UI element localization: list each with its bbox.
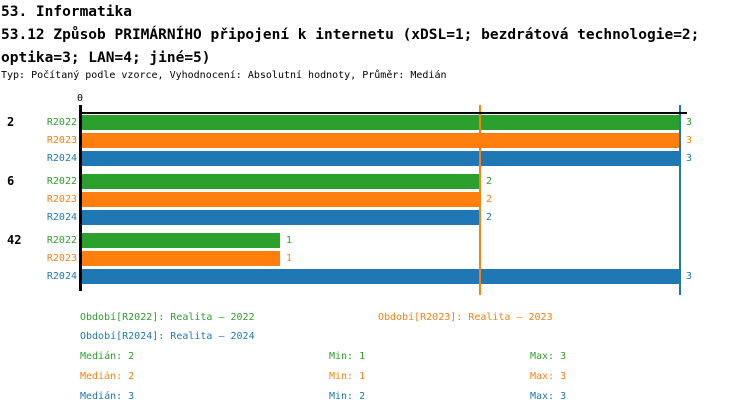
section-title: 53. Informatika bbox=[1, 4, 132, 20]
bar bbox=[82, 269, 680, 284]
bar-value-label: 1 bbox=[286, 253, 293, 264]
bar bbox=[82, 115, 680, 130]
bar-row-label: R2024 bbox=[46, 271, 77, 282]
bar-row-label: R2024 bbox=[46, 153, 77, 164]
bar-value-label: 3 bbox=[686, 153, 693, 164]
stat-max-r2023: Max: 3 bbox=[530, 371, 567, 382]
group-count-label: 42 bbox=[7, 233, 22, 247]
stat-median-r2024: Medián: 3 bbox=[80, 391, 135, 402]
legend-item-r2023: Období[R2023]: Realita – 2023 bbox=[378, 312, 553, 323]
stat-median-r2023: Medián: 2 bbox=[80, 371, 135, 382]
bar-value-label: 3 bbox=[686, 117, 693, 128]
stat-min-r2023: Min: 1 bbox=[329, 371, 366, 382]
bar-value-label: 3 bbox=[686, 271, 693, 282]
bar-row-label: R2023 bbox=[46, 194, 77, 205]
bar-row-label: R2022 bbox=[46, 117, 77, 128]
bar bbox=[82, 174, 480, 189]
median-reference-line bbox=[479, 105, 481, 295]
x-axis-line bbox=[79, 112, 687, 114]
y-axis-line bbox=[79, 105, 82, 291]
bar-value-label: 1 bbox=[286, 235, 293, 246]
median-reference-line bbox=[679, 105, 681, 295]
legend-item-r2024: Období[R2024]: Realita – 2024 bbox=[80, 331, 255, 342]
bar bbox=[82, 151, 680, 166]
bar bbox=[82, 192, 480, 207]
bar-value-label: 3 bbox=[686, 135, 693, 146]
group-count-label: 2 bbox=[7, 115, 15, 129]
bar-row-label: R2023 bbox=[46, 135, 77, 146]
stat-min-r2022: Min: 1 bbox=[329, 351, 366, 362]
stat-max-r2022: Max: 3 bbox=[530, 351, 567, 362]
bar-value-label: 2 bbox=[486, 194, 493, 205]
bar-row-label: R2024 bbox=[46, 212, 77, 223]
x-axis-origin-tick-label: 0 bbox=[76, 93, 84, 104]
stat-min-r2024: Min: 2 bbox=[329, 391, 366, 402]
bar-row-label: R2023 bbox=[46, 253, 77, 264]
bar-row-label: R2022 bbox=[46, 176, 77, 187]
legend-item-r2022: Období[R2022]: Realita – 2022 bbox=[80, 312, 255, 323]
bar-value-label: 2 bbox=[486, 212, 493, 223]
bar bbox=[82, 210, 480, 225]
bar bbox=[82, 233, 280, 248]
bar-value-label: 2 bbox=[486, 176, 493, 187]
question-title: 53.12 Způsob PRIMÁRNÍHO připojení k inte… bbox=[1, 27, 700, 66]
bar bbox=[82, 251, 280, 266]
bar-row-label: R2022 bbox=[46, 235, 77, 246]
question-meta: Typ: Počítaný podle vzorce, Vyhodnocení:… bbox=[1, 70, 447, 81]
stat-median-r2022: Medián: 2 bbox=[80, 351, 135, 362]
stat-max-r2024: Max: 3 bbox=[530, 391, 567, 402]
bar bbox=[82, 133, 680, 148]
group-count-label: 6 bbox=[7, 174, 15, 188]
